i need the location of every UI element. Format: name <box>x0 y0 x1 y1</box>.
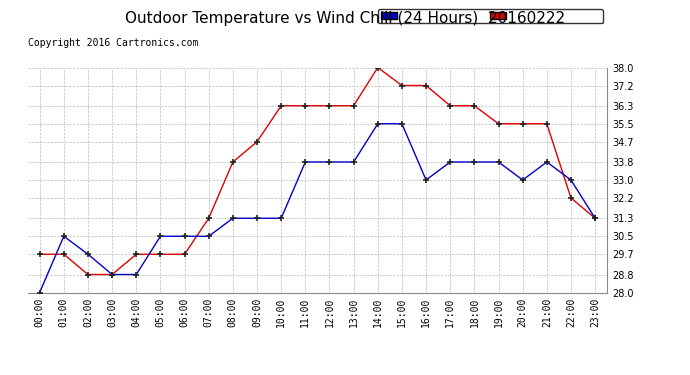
Text: Outdoor Temperature vs Wind Chill (24 Hours)  20160222: Outdoor Temperature vs Wind Chill (24 Ho… <box>125 11 565 26</box>
Legend: Wind Chill  (°F), Temperature  (°F): Wind Chill (°F), Temperature (°F) <box>378 9 602 23</box>
Text: Copyright 2016 Cartronics.com: Copyright 2016 Cartronics.com <box>28 38 198 48</box>
